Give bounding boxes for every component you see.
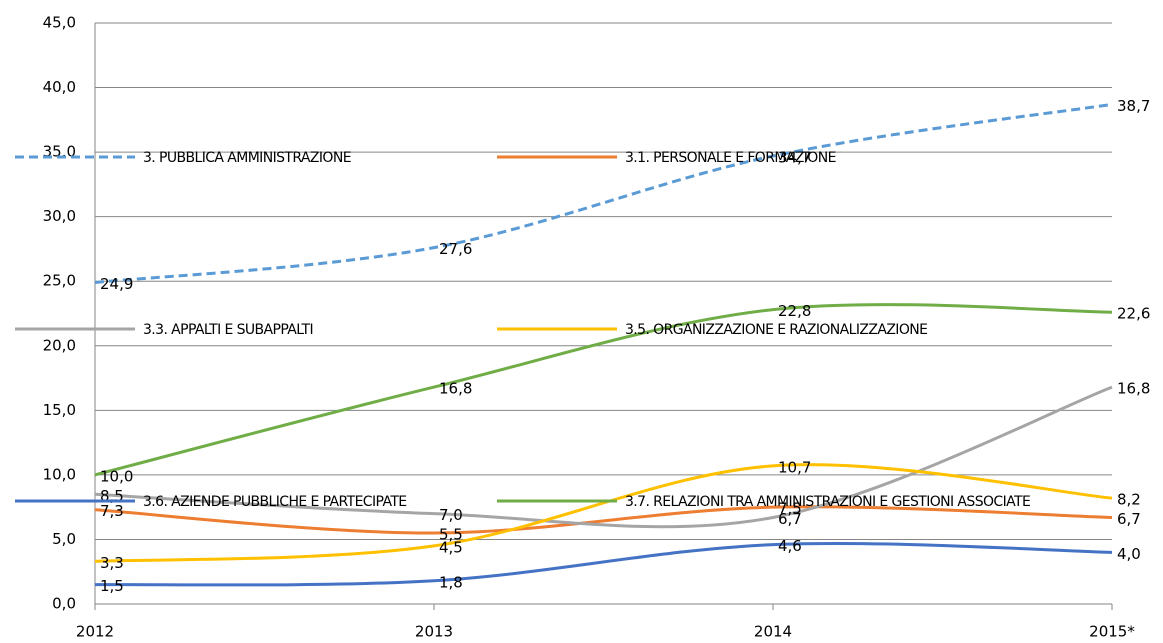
series-line — [94, 303, 1113, 477]
legend-label: 3.6. AZIENDE PUBBLICHE E PARTECIPATE — [143, 494, 407, 510]
data-label: 4,5 — [439, 538, 463, 556]
data-label: 8,2 — [1117, 491, 1141, 509]
x-tick-label: 2013 — [415, 623, 453, 641]
data-label: 3,3 — [100, 554, 124, 572]
x-tick-label: 2015* — [1089, 623, 1135, 641]
series-line — [94, 463, 1113, 563]
y-tick-label: 0,0 — [52, 595, 76, 613]
data-label: 4,0 — [1117, 545, 1141, 563]
series-line — [94, 541, 1113, 587]
data-label: 34,7 — [778, 148, 811, 166]
y-tick-label: 45,0 — [43, 14, 76, 32]
x-tick-label: 2014 — [754, 623, 792, 641]
series-line — [94, 505, 1113, 535]
data-label: 1,8 — [439, 573, 463, 591]
data-label: 38,7 — [1117, 97, 1150, 115]
x-tick-label: 2012 — [76, 623, 114, 641]
data-label: 7,3 — [100, 502, 124, 520]
legend-label: 3.7. RELAZIONI TRA AMMINISTRAZIONI E GES… — [625, 494, 1030, 510]
data-label: 7,0 — [439, 506, 463, 524]
series-line — [94, 102, 1113, 285]
legend-label: 3.1. PERSONALE E FORMAZIONE — [625, 150, 836, 166]
data-label: 5,5 — [439, 525, 463, 543]
y-tick-label: 10,0 — [43, 465, 76, 483]
data-label: 10,0 — [100, 467, 133, 485]
series-line — [94, 385, 1113, 529]
y-tick-label: 20,0 — [43, 336, 76, 354]
data-label: 10,7 — [778, 458, 811, 476]
data-label: 6,7 — [1117, 510, 1141, 528]
y-tick-label: 5,0 — [52, 530, 76, 548]
y-tick-label: 25,0 — [43, 272, 76, 290]
legend-label: 3. PUBBLICA AMMINISTRAZIONE — [143, 150, 351, 166]
data-label: 7,5 — [778, 500, 802, 518]
data-label: 24,9 — [100, 275, 133, 293]
data-label: 27,6 — [439, 240, 472, 258]
y-tick-label: 15,0 — [43, 401, 76, 419]
legend-label: 3.3. APPALTI E SUBAPPALTI — [143, 322, 313, 338]
data-label: 22,8 — [778, 302, 811, 320]
legend-label: 3.5. ORGANIZZAZIONE E RAZIONALIZZAZIONE — [625, 322, 927, 338]
data-label: 16,8 — [1117, 380, 1150, 398]
data-label: 4,6 — [778, 537, 802, 555]
y-tick-label: 30,0 — [43, 207, 76, 225]
y-tick-label: 40,0 — [43, 78, 76, 96]
data-label: 1,5 — [100, 577, 124, 595]
data-label: 16,8 — [439, 380, 472, 398]
data-label: 6,7 — [778, 510, 802, 528]
data-label: 22,6 — [1117, 305, 1150, 323]
